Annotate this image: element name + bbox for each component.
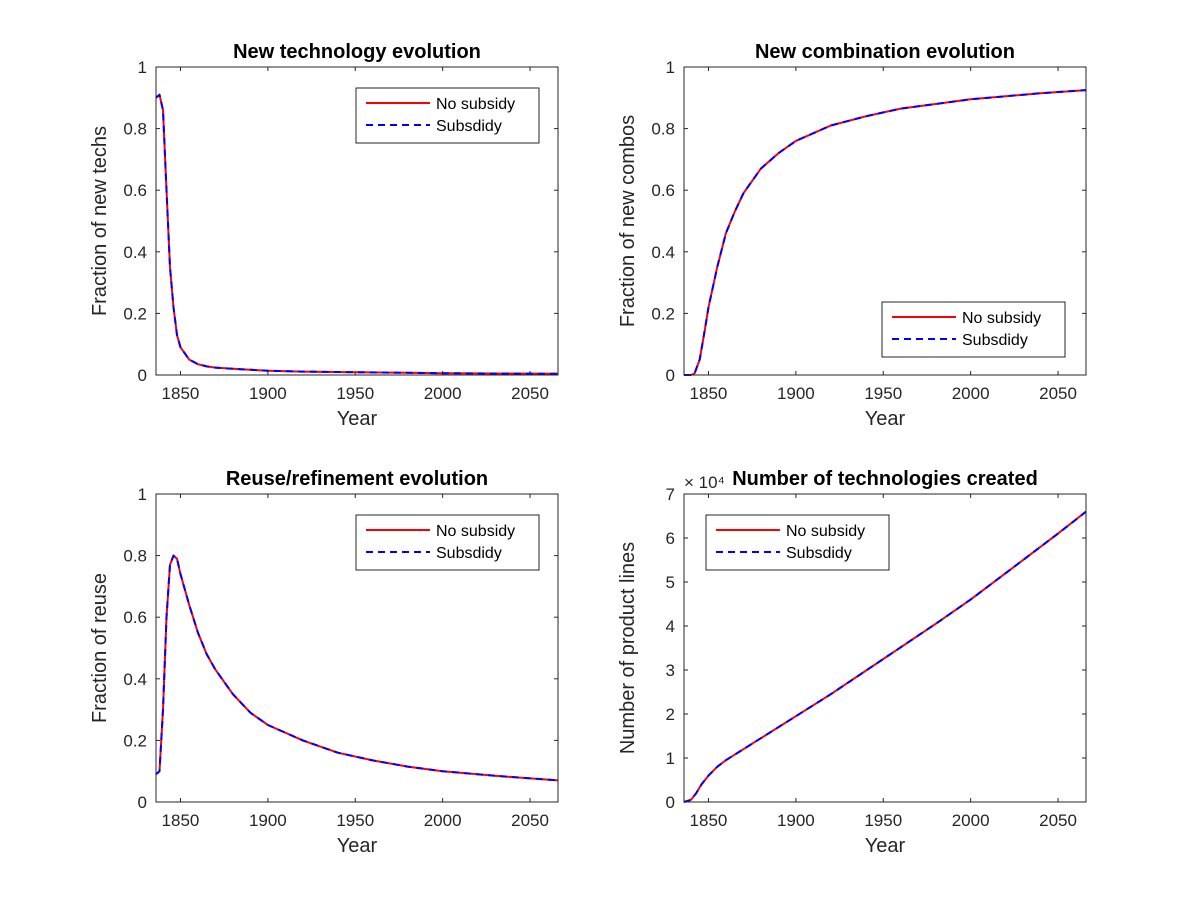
y-tick-label: 0.2 [123,304,147,323]
y-tick-label: 5 [666,573,675,592]
x-tick-label: 1900 [249,811,287,830]
legend-label: Subsdidy [436,118,502,135]
legend: No subsidy Subsdidy [356,515,539,570]
y-tick-label: 3 [666,661,675,680]
x-tick-label: 1850 [690,384,728,403]
y-tick-label: 0.6 [123,608,147,627]
x-tick-label: 1850 [162,384,200,403]
legend: No subsidy Subsdidy [356,88,539,143]
y-tick-label: 1 [138,58,147,77]
x-axis-label: Year [337,835,378,857]
x-tick-label: 2050 [1039,811,1077,830]
subplot-1: New technology evolution 1850 1900 1950 2000… [89,41,558,430]
legend-label: No subsidy [436,523,515,540]
y-tick-label: 0 [666,366,675,385]
x-tick-label: 1950 [864,811,902,830]
y-tick-label: 0.6 [123,181,147,200]
chart-title: Reuse/refinement evolution [226,468,488,490]
y-tick-label: 1 [666,58,675,77]
legend-label: Subsdidy [436,545,502,562]
subplot-3: Reuse/refinement evolution 1850 1900 1950 20… [89,468,558,857]
subplot-4: Number of technologies created 1850 1900 19… [617,468,1086,857]
y-tick-label: 2 [666,705,675,724]
y-tick-label: 0.4 [123,243,147,262]
x-tick-label: 1850 [162,811,200,830]
y-tick-label: 0 [138,366,147,385]
y-tick-label: 0.2 [123,731,147,750]
y-tick-label: 7 [666,485,675,504]
y-axis-label: Fraction of reuse [89,573,111,723]
chart-title: Number of technologies created [732,468,1038,490]
legend-label: No subsidy [436,96,515,113]
y-tick-label: 6 [666,529,675,548]
x-tick-label: 2050 [1039,384,1077,403]
y-tick-label: 0 [666,793,675,812]
x-tick-label: 1900 [249,384,287,403]
chart-title: New technology evolution [233,41,481,63]
y-tick-label: 4 [666,617,675,636]
legend-label: Subsdidy [962,332,1028,349]
x-tick-label: 1950 [864,384,902,403]
subplot-2: New combination evolution 1850 1900 1950 200… [617,41,1086,430]
x-tick-label: 1900 [777,384,815,403]
y-exponent-label: × 10⁴ [684,473,725,492]
x-axis-label: Year [865,408,906,430]
legend: No subsidy Subsdidy [706,515,889,570]
y-tick-label: 0 [138,793,147,812]
y-tick-label: 0.2 [651,304,675,323]
x-tick-label: 1900 [777,811,815,830]
x-tick-label: 2000 [424,384,462,403]
x-tick-label: 2050 [511,384,549,403]
y-tick-label: 0.8 [123,120,147,139]
legend-label: No subsidy [786,523,865,540]
legend-label: No subsidy [962,310,1041,327]
x-tick-label: 2050 [511,811,549,830]
x-tick-label: 1950 [336,811,374,830]
x-tick-label: 2000 [952,384,990,403]
x-tick-label: 1850 [690,811,728,830]
y-axis-label: Fraction of new combos [617,115,639,327]
x-tick-label: 2000 [952,811,990,830]
y-tick-label: 0.8 [123,547,147,566]
y-tick-label: 0.4 [123,670,147,689]
chart-title: New combination evolution [755,41,1015,63]
y-tick-label: 1 [138,485,147,504]
legend-label: Subsdidy [786,545,852,562]
y-axis-label: Fraction of new techs [89,126,111,316]
x-axis-label: Year [865,835,906,857]
x-tick-label: 1950 [336,384,374,403]
x-axis-label: Year [337,408,378,430]
y-tick-label: 0.6 [651,181,675,200]
y-tick-label: 0.4 [651,243,675,262]
y-axis-label: Number of product lines [617,542,639,754]
legend: No subsidy Subsdidy [882,302,1065,357]
y-tick-label: 0.8 [651,120,675,139]
x-tick-label: 2000 [424,811,462,830]
y-tick-label: 1 [666,749,675,768]
